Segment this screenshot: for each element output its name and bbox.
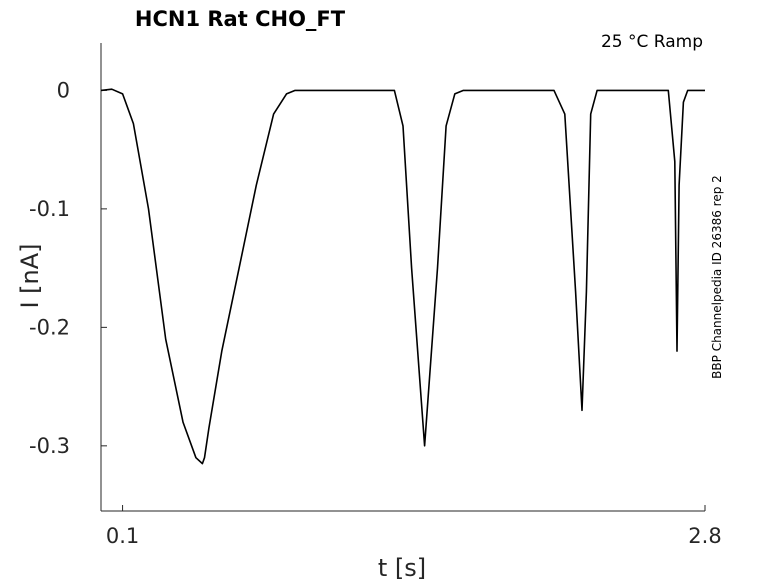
y-ticks: 0 -0.1 -0.2 -0.3 (29, 78, 107, 458)
y-tick-label: -0.1 (29, 197, 70, 221)
y-tick-label: -0.2 (29, 315, 70, 339)
current-trace (100, 88, 705, 465)
x-axis-label: t [s] (378, 554, 426, 582)
x-tick-label: 0.1 (106, 524, 139, 548)
y-axis-label: I [nA] (16, 243, 44, 308)
x-ticks: 0.1 2.8 (106, 505, 722, 548)
temperature-annotation: 25 °C Ramp (601, 32, 703, 52)
chart-title: HCN1 Rat CHO_FT (135, 7, 346, 31)
x-tick-label: 2.8 (688, 524, 721, 548)
y-tick-label: 0 (57, 78, 70, 102)
side-note: BBP Channelpedia ID 26386 rep 2 (710, 175, 724, 379)
y-tick-label: -0.3 (29, 434, 70, 458)
